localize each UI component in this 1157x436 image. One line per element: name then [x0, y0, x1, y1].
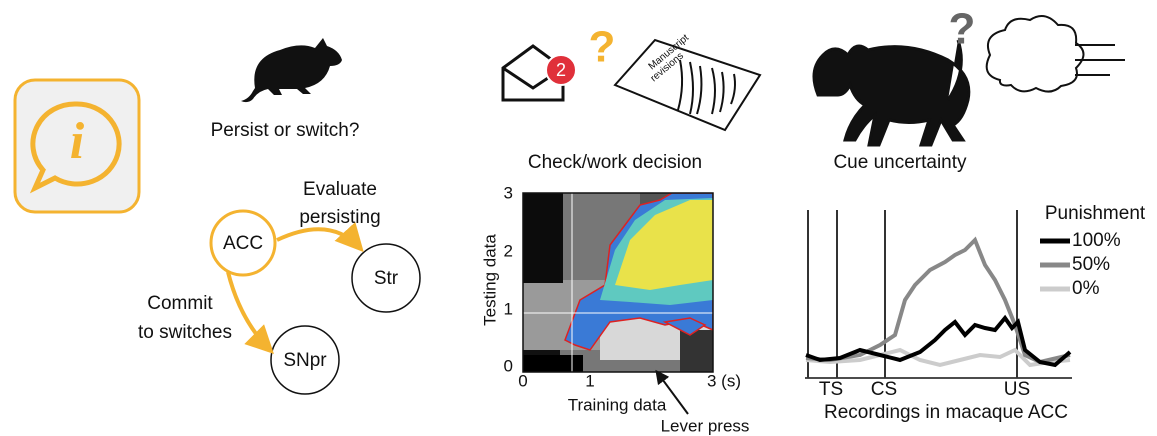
- edge-label: persisting: [299, 207, 380, 228]
- paper-icon: Manuscript revisions: [615, 32, 760, 130]
- question-mark: ?: [949, 5, 976, 54]
- y-tick-label: 2: [504, 241, 513, 260]
- cloud-icon: [987, 16, 1125, 92]
- y-tick-label: 1: [504, 299, 513, 318]
- panel-title: Cue uncertainty: [833, 152, 967, 173]
- edge-label: Commit: [147, 293, 213, 314]
- question-mark: ?: [589, 23, 616, 72]
- edge-arrow: [277, 229, 360, 248]
- y-axis-label: Testing data: [480, 234, 499, 326]
- panel-title: Check/work decision: [528, 152, 702, 173]
- envelope-icon: 2: [503, 46, 576, 100]
- x-tick-label: 3 (s): [707, 371, 741, 390]
- annotation: Lever press: [661, 416, 750, 435]
- node-label: ACC: [223, 233, 263, 254]
- legend-label: 100%: [1072, 230, 1121, 251]
- legend-title: Punishment: [1045, 203, 1146, 224]
- event-label: US: [1004, 379, 1030, 400]
- svg-text:i: i: [70, 113, 85, 170]
- node-label: Str: [374, 268, 399, 289]
- x-tick-label: 0: [518, 371, 527, 390]
- rat-silhouette: [241, 38, 342, 102]
- edge-arrow: [228, 272, 270, 350]
- edge-label: to switches: [138, 322, 232, 343]
- figure: i Persist or switch? ACC Str SNpr Evalua…: [0, 0, 1157, 436]
- badge: 2: [556, 60, 566, 80]
- x-tick-label: 1: [585, 371, 594, 390]
- recording-plot: [805, 210, 1072, 378]
- event-label: CS: [871, 379, 897, 400]
- caption: Recordings in macaque ACC: [824, 402, 1068, 423]
- rodent-question: Persist or switch?: [211, 120, 360, 141]
- monkey-silhouette: [814, 40, 969, 145]
- y-tick-label: 0: [504, 356, 513, 375]
- legend-label: 0%: [1072, 278, 1100, 299]
- legend-label: 50%: [1072, 254, 1110, 275]
- heatmap: [523, 193, 713, 372]
- event-label: TS: [819, 379, 843, 400]
- edge-label: Evaluate: [303, 179, 377, 200]
- info-icon: i: [15, 80, 139, 212]
- x-axis-label: Training data: [568, 395, 667, 414]
- node-label: SNpr: [283, 350, 327, 371]
- y-tick-label: 3: [504, 183, 513, 202]
